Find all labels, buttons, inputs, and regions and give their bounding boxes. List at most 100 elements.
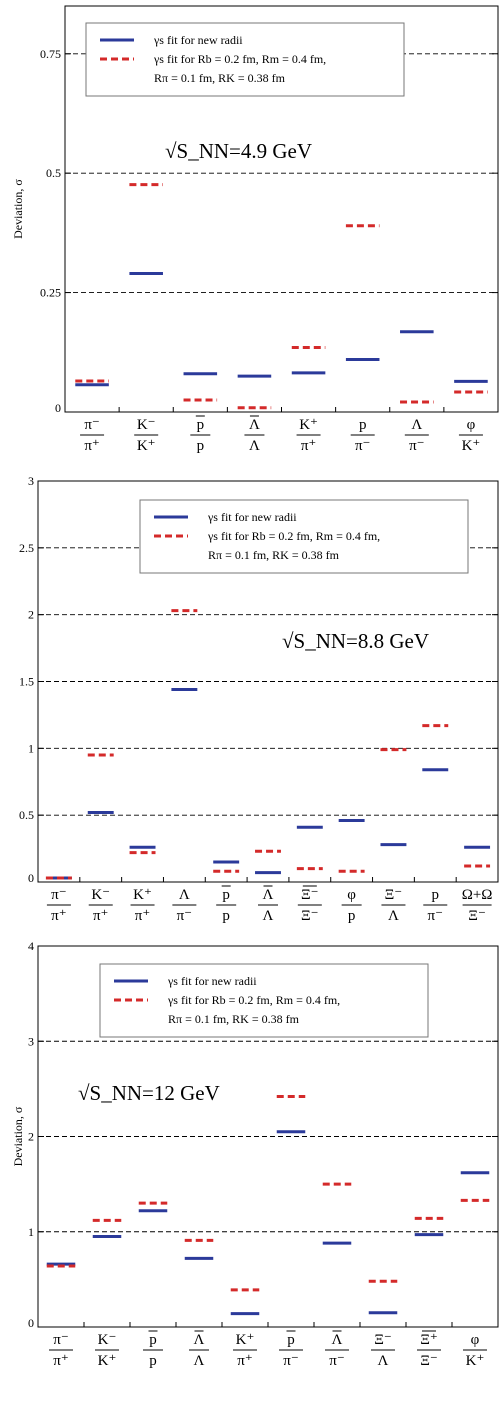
legend-label: Rπ = 0.1 fm, RK = 0.38 fm	[154, 71, 286, 85]
x-category-label: pp	[190, 415, 211, 454]
x-category-label: φ K⁺	[463, 1332, 487, 1369]
category-denominator: K⁺	[462, 438, 481, 454]
category-denominator: Ξ⁻	[420, 1353, 438, 1369]
legend-label: γs fit for Rb = 0.2 fm, Rm = 0.4 fm,	[207, 529, 380, 543]
x-category-label: π⁻ π⁺	[49, 1332, 73, 1369]
category-numerator: Ξ⁻	[385, 887, 403, 903]
category-denominator: Λ	[378, 1353, 389, 1369]
legend-label: γs fit for Rb = 0.2 fm, Rm = 0.4 fm,	[153, 52, 326, 66]
y-tick-label: 1.5	[19, 675, 34, 689]
legend: γs fit for new radii γs fit for Rb = 0.2 …	[99, 963, 429, 1038]
category-numerator: Λ	[263, 887, 274, 903]
legend-label: γs fit for new radii	[207, 510, 297, 524]
legend-box	[99, 963, 429, 1038]
x-category-label: π⁻ π⁺	[80, 417, 105, 454]
category-numerator: Ξ⁺	[420, 1332, 438, 1348]
category-numerator: Ξ⁻	[301, 887, 319, 903]
x-category-label: pp	[216, 885, 237, 924]
y-axis-label: Deviation, σ	[11, 179, 25, 239]
x-category-label: pp	[143, 1330, 163, 1369]
x-category-label: φp	[341, 887, 362, 924]
x-category-label: Λπ⁻	[404, 417, 429, 454]
x-category-label: K⁻ π⁺	[88, 887, 113, 924]
category-numerator: φ	[471, 1332, 480, 1348]
x-category-label: Ξ⁻ Λ	[381, 887, 406, 924]
category-denominator: π⁻	[355, 438, 371, 454]
category-denominator: π⁻	[177, 908, 193, 924]
x-category-label: p π⁻	[279, 1330, 303, 1369]
category-numerator: Ω+Ω	[462, 887, 493, 903]
energy-annotation: √S_NN=12 GeV	[78, 1081, 220, 1105]
y-tick-label: 0.25	[40, 286, 61, 300]
category-numerator: p	[197, 417, 205, 433]
x-category-label: K⁻ K⁺	[95, 1332, 119, 1369]
category-denominator: π⁺	[135, 908, 151, 924]
y-tick-label: 0	[55, 401, 61, 415]
category-numerator: Λ	[194, 1332, 205, 1348]
legend-box	[85, 22, 405, 97]
category-numerator: K⁺	[236, 1332, 255, 1348]
chart-panel-2: 00.511.522.53π⁻π⁺K⁻π⁺K⁺π⁺Λπ⁻ppΛΛΞ⁻Ξ⁻φpΞ⁻…	[19, 474, 499, 924]
y-tick-label: 0	[28, 871, 34, 885]
x-category-label: K⁺ π⁺	[130, 887, 155, 924]
x-category-label: ΛΛ	[189, 1330, 209, 1369]
category-denominator: Ξ⁻	[468, 908, 486, 924]
category-numerator: p	[359, 417, 367, 433]
category-denominator: π⁻	[283, 1353, 299, 1369]
y-tick-label: 0	[28, 1316, 34, 1330]
x-category-label: p π⁻	[350, 417, 375, 454]
category-denominator: π⁺	[93, 908, 109, 924]
category-numerator: π⁻	[84, 417, 100, 433]
category-numerator: Λ	[249, 417, 260, 433]
x-category-label: K⁺ π⁺	[233, 1332, 257, 1369]
category-numerator: Λ	[332, 1332, 343, 1348]
category-denominator: Ξ⁻	[301, 908, 319, 924]
category-denominator: π⁺	[51, 908, 67, 924]
category-denominator: π⁻	[428, 908, 444, 924]
y-tick-label: 0.75	[40, 47, 61, 61]
category-denominator: Λ	[249, 438, 260, 454]
x-category-label: ΛΛ	[258, 885, 278, 924]
y-tick-label: 1	[28, 741, 34, 755]
category-numerator: K⁺	[133, 887, 152, 903]
x-category-label: K⁺ π⁺	[296, 417, 321, 454]
y-axis-label: Deviation, σ	[11, 1106, 25, 1166]
legend: γs fit for new radii γs fit for Rb = 0.2 …	[139, 499, 469, 574]
legend-label: γs fit for new radii	[153, 33, 243, 47]
category-numerator: φ	[347, 887, 356, 903]
y-tick-label: 2	[28, 1130, 34, 1144]
category-numerator: Λ	[411, 417, 422, 433]
category-denominator: p	[222, 908, 230, 924]
x-category-label: Ω+Ω Ξ⁻	[462, 887, 493, 924]
y-tick-label: 0.5	[19, 808, 34, 822]
y-tick-label: 0.5	[46, 166, 61, 180]
y-tick-label: 1	[28, 1225, 34, 1239]
category-numerator: π⁻	[51, 887, 67, 903]
legend-label: γs fit for new radii	[167, 974, 257, 988]
x-category-label: Λπ⁻	[172, 887, 197, 924]
category-denominator: K⁺	[466, 1353, 485, 1369]
x-category-label: K⁻ K⁺	[134, 417, 159, 454]
category-denominator: p	[197, 438, 205, 454]
legend-label: γs fit for Rb = 0.2 fm, Rm = 0.4 fm,	[167, 993, 340, 1007]
category-numerator: K⁻	[98, 1332, 117, 1348]
category-denominator: π⁺	[301, 438, 317, 454]
x-category-label: Ξ⁺ Ξ⁻	[417, 1330, 441, 1369]
category-denominator: Λ	[194, 1353, 205, 1369]
y-tick-label: 2.5	[19, 541, 34, 555]
category-numerator: p	[149, 1332, 157, 1348]
category-denominator: π⁺	[84, 438, 100, 454]
category-denominator: p	[348, 908, 356, 924]
x-category-label: φ K⁺	[458, 417, 483, 454]
x-category-label: Ξ⁻ Ξ⁻	[297, 885, 322, 924]
category-numerator: p	[222, 887, 230, 903]
x-category-label: p π⁻	[423, 887, 448, 924]
category-numerator: φ	[467, 417, 476, 433]
x-category-label: Ξ⁻ Λ	[371, 1332, 395, 1369]
y-tick-label: 3	[28, 1034, 34, 1048]
category-numerator: K⁻	[137, 417, 156, 433]
y-tick-label: 2	[28, 608, 34, 622]
y-tick-label: 3	[28, 474, 34, 488]
